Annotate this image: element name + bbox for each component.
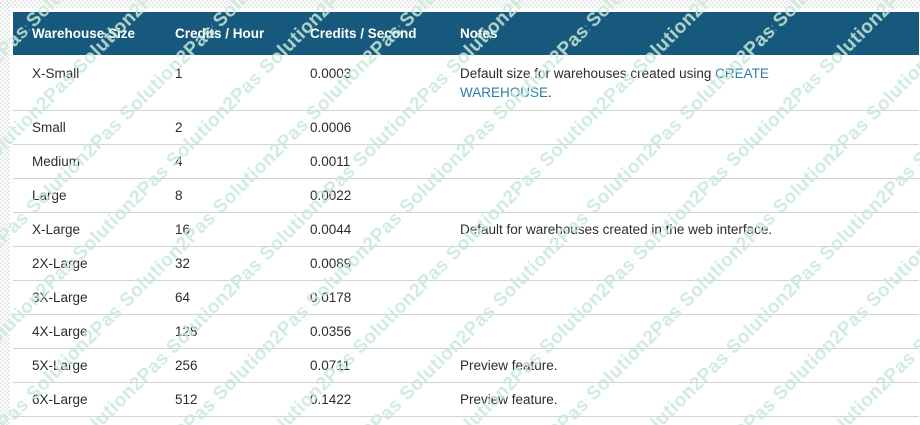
warehouse-size-cell: Medium: [13, 144, 160, 179]
credits-hour-cell: 8: [160, 178, 295, 213]
notes-cell: [445, 314, 919, 349]
table-row-x-small: X-Small 1 0.0003 Default size for wareho…: [13, 55, 919, 111]
notes-cell: Default size for warehouses created usin…: [445, 55, 919, 111]
notes-cell: Preview feature.: [445, 382, 919, 417]
table-row-large: Large 8 0.0022: [13, 178, 919, 213]
warehouse-size-cell: 4X-Large: [13, 314, 160, 349]
warehouse-size-cell: 6X-Large: [13, 382, 160, 417]
credits-second-cell: 0.0044: [295, 212, 445, 247]
credits-hour-cell: 128: [160, 314, 295, 349]
credits-second-cell: 0.0356: [295, 314, 445, 349]
credits-second-cell: 0.0006: [295, 110, 445, 145]
credits-hour-cell: 2: [160, 110, 295, 145]
credits-second-cell: 0.0089: [295, 246, 445, 281]
credits-second-cell: 0.1422: [295, 382, 445, 417]
credits-hour-cell: 32: [160, 246, 295, 281]
warehouse-size-table: Warehouse Size Credits / Hour Credits / …: [13, 12, 919, 417]
warehouse-size-cell: X-Small: [13, 55, 160, 111]
table-row-medium: Medium 4 0.0011: [13, 144, 919, 179]
col-header-credits-second: Credits / Second: [295, 12, 445, 55]
credits-second-cell: 0.0003: [295, 55, 445, 111]
note-suffix: .: [548, 85, 552, 100]
warehouse-size-cell: X-Large: [13, 212, 160, 247]
table-row-3x-large: 3X-Large 64 0.0178: [13, 280, 919, 315]
col-header-notes: Notes: [445, 12, 919, 55]
credits-hour-cell: 64: [160, 280, 295, 315]
table-row-2x-large: 2X-Large 32 0.0089: [13, 246, 919, 281]
table-header-row: Warehouse Size Credits / Hour Credits / …: [13, 12, 919, 55]
table-row-6x-large: 6X-Large 512 0.1422 Preview feature.: [13, 382, 919, 417]
credits-second-cell: 0.0178: [295, 280, 445, 315]
notes-cell: [445, 144, 919, 179]
warehouse-size-cell: Small: [13, 110, 160, 145]
credits-hour-cell: 16: [160, 212, 295, 247]
warehouse-size-cell: 5X-Large: [13, 348, 160, 383]
scan-artifact-left: [0, 0, 10, 425]
credits-second-cell: 0.0711: [295, 348, 445, 383]
credits-second-cell: 0.0022: [295, 178, 445, 213]
credits-hour-cell: 1: [160, 55, 295, 111]
table-row-small: Small 2 0.0006: [13, 110, 919, 145]
notes-cell: [445, 280, 919, 315]
notes-cell: [445, 178, 919, 213]
notes-cell: [445, 246, 919, 281]
notes-cell: Preview feature.: [445, 348, 919, 383]
table-row-x-large: X-Large 16 0.0044 Default for warehouses…: [13, 212, 919, 247]
credits-hour-cell: 4: [160, 144, 295, 179]
col-header-credits-hour: Credits / Hour: [160, 12, 295, 55]
credits-second-cell: 0.0011: [295, 144, 445, 179]
table-row-5x-large: 5X-Large 256 0.0711 Preview feature.: [13, 348, 919, 383]
note-text: Default size for warehouses created usin…: [460, 66, 716, 81]
warehouse-size-cell: 2X-Large: [13, 246, 160, 281]
notes-cell: Default for warehouses created in the we…: [445, 212, 919, 247]
table-row-4x-large: 4X-Large 128 0.0356: [13, 314, 919, 349]
notes-cell: [445, 110, 919, 145]
scan-artifact-top: [0, 0, 920, 8]
warehouse-size-cell: Large: [13, 178, 160, 213]
credits-hour-cell: 512: [160, 382, 295, 417]
credits-hour-cell: 256: [160, 348, 295, 383]
col-header-warehouse-size: Warehouse Size: [13, 12, 160, 55]
warehouse-size-cell: 3X-Large: [13, 280, 160, 315]
